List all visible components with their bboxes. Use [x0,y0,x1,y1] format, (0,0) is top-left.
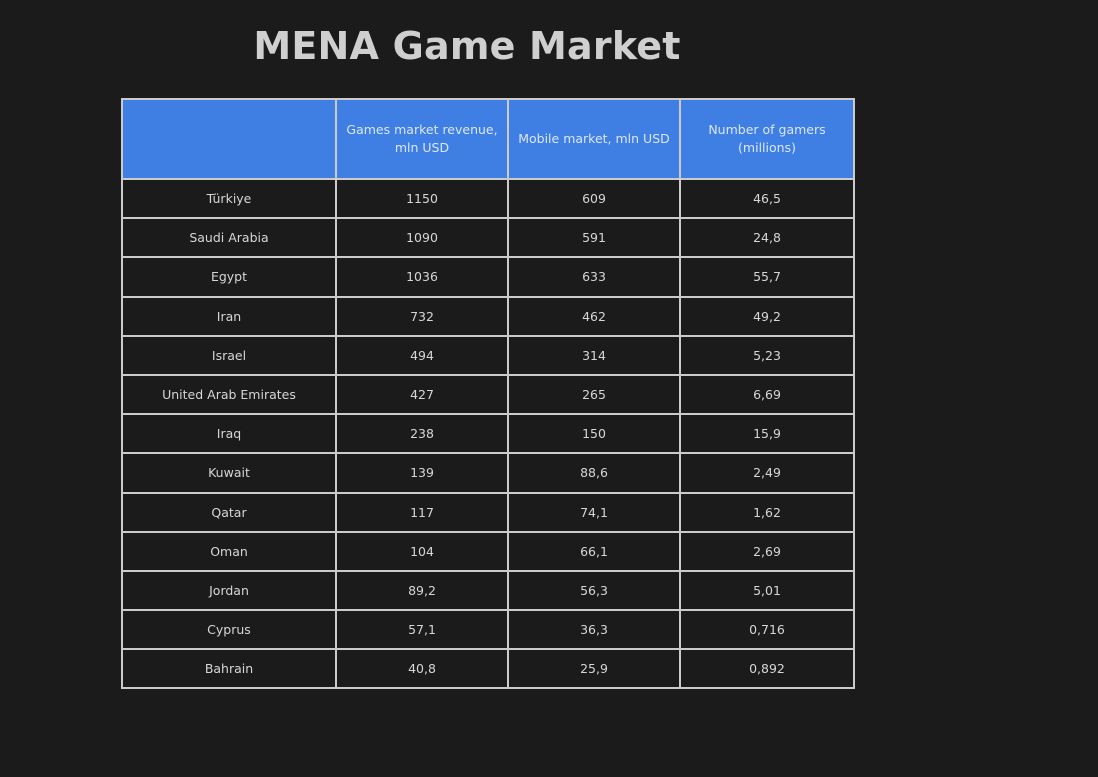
cell-mobile-market: 56,3 [507,569,681,612]
market-table: Games market revenue, mln USD Mobile mar… [121,98,855,690]
cell-gamers: 5,01 [679,569,855,612]
cell-mobile-market: 25,9 [507,648,681,690]
cell-gamers: 55,7 [679,256,855,298]
cell-country: Türkiye [121,177,337,220]
cell-gamers: 0,892 [679,648,855,690]
cell-gamers: 46,5 [679,177,855,220]
cell-games-revenue: 57,1 [335,609,509,651]
cell-games-revenue: 732 [335,295,509,337]
table-row: Qatar 117 74,1 1,62 [121,491,855,533]
cell-country: Oman [121,530,337,572]
cell-games-revenue: 1090 [335,217,509,259]
cell-games-revenue: 89,2 [335,569,509,612]
table-row: Türkiye 1150 609 46,5 [121,177,855,220]
header-cell-mobile-market: Mobile market, mln USD [507,98,681,180]
cell-country: Iraq [121,413,337,455]
cell-mobile-market: 591 [507,217,681,259]
cell-games-revenue: 494 [335,334,509,376]
cell-mobile-market: 74,1 [507,491,681,533]
cell-gamers: 2,49 [679,452,855,494]
cell-gamers: 49,2 [679,295,855,337]
cell-mobile-market: 633 [507,256,681,298]
cell-gamers: 5,23 [679,334,855,376]
cell-country: Iran [121,295,337,337]
header-cell-games-revenue: Games market revenue, mln USD [335,98,509,180]
cell-gamers: 0,716 [679,609,855,651]
table-row: Iran 732 462 49,2 [121,295,855,337]
cell-mobile-market: 462 [507,295,681,337]
cell-country: Qatar [121,491,337,533]
table-row: Egypt 1036 633 55,7 [121,256,855,298]
cell-games-revenue: 1036 [335,256,509,298]
cell-gamers: 15,9 [679,413,855,455]
cell-games-revenue: 238 [335,413,509,455]
cell-country: United Arab Emirates [121,373,337,416]
cell-games-revenue: 139 [335,452,509,494]
table-row: Bahrain 40,8 25,9 0,892 [121,648,855,690]
cell-games-revenue: 104 [335,530,509,572]
header-row: Games market revenue, mln USD Mobile mar… [121,98,855,180]
cell-country: Egypt [121,256,337,298]
cell-mobile-market: 88,6 [507,452,681,494]
cell-mobile-market: 36,3 [507,609,681,651]
cell-country: Jordan [121,569,337,612]
cell-country: Bahrain [121,648,337,690]
cell-mobile-market: 314 [507,334,681,376]
cell-gamers: 2,69 [679,530,855,572]
table-header: Games market revenue, mln USD Mobile mar… [121,98,855,180]
cell-mobile-market: 265 [507,373,681,416]
table-row: Iraq 238 150 15,9 [121,413,855,455]
cell-mobile-market: 66,1 [507,530,681,572]
cell-games-revenue: 427 [335,373,509,416]
table-body: Türkiye 1150 609 46,5 Saudi Arabia 1090 591 24,… [121,177,855,690]
cell-games-revenue: 117 [335,491,509,533]
table-row: Saudi Arabia 1090 591 24,8 [121,217,855,259]
cell-country: Cyprus [121,609,337,651]
cell-country: Israel [121,334,337,376]
cell-games-revenue: 1150 [335,177,509,220]
header-cell-gamers: Number of gamers (millions) [679,98,855,180]
table-row: Oman 104 66,1 2,69 [121,530,855,572]
table-row: Cyprus 57,1 36,3 0,716 [121,609,855,651]
cell-games-revenue: 40,8 [335,648,509,690]
cell-country: Kuwait [121,452,337,494]
page-title: MENA Game Market [253,24,681,68]
cell-mobile-market: 609 [507,177,681,220]
header-cell-country [121,98,337,180]
table-row: Kuwait 139 88,6 2,49 [121,452,855,494]
cell-gamers: 24,8 [679,217,855,259]
cell-gamers: 1,62 [679,491,855,533]
cell-gamers: 6,69 [679,373,855,416]
cell-mobile-market: 150 [507,413,681,455]
table-row: Israel 494 314 5,23 [121,334,855,376]
table-row: United Arab Emirates 427 265 6,69 [121,373,855,416]
cell-country: Saudi Arabia [121,217,337,259]
table-row: Jordan 89,2 56,3 5,01 [121,569,855,612]
